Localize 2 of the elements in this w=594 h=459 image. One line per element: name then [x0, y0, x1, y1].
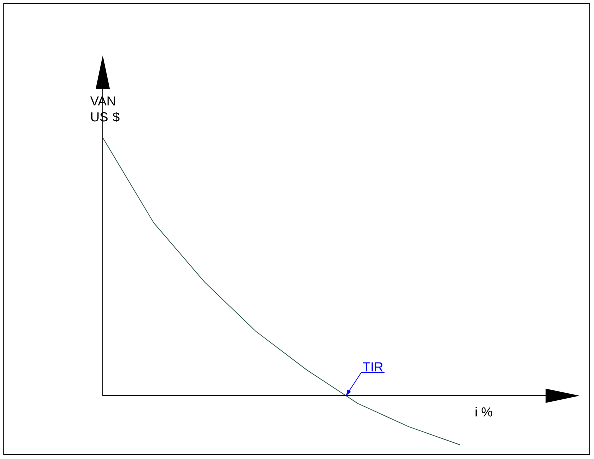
x-axis-title: i % [476, 407, 493, 417]
annotation: TIR [363, 362, 383, 372]
